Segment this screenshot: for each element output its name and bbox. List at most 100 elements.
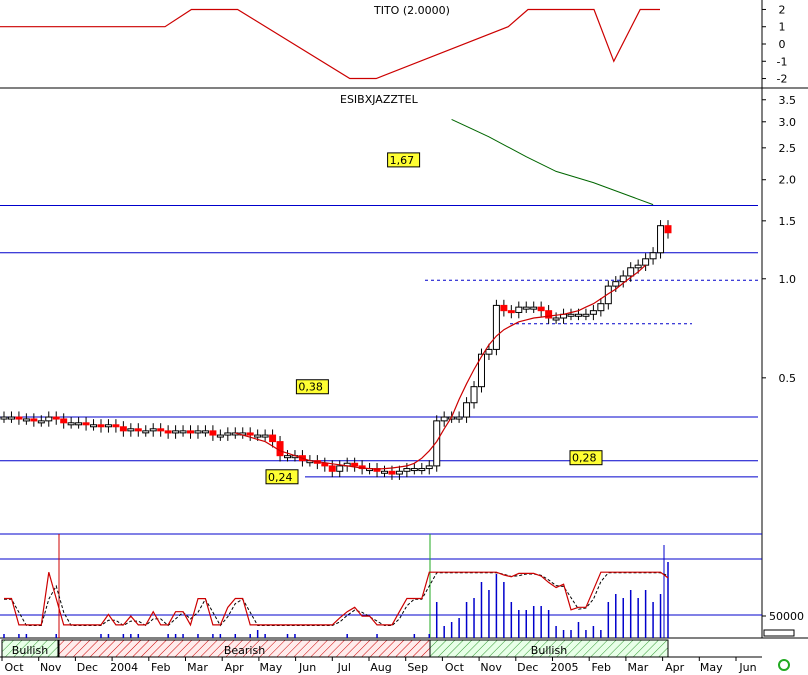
candle <box>410 468 418 472</box>
candle <box>194 430 202 434</box>
month-label: May <box>260 661 283 674</box>
sentiment-strip: Bullish Bearish Bullish <box>1 639 669 658</box>
candle <box>246 432 254 436</box>
month-label: Oct <box>445 661 465 674</box>
month-label: Feb <box>591 661 610 674</box>
candle <box>627 267 635 277</box>
candle <box>418 468 426 472</box>
month-label: Dec <box>517 661 538 674</box>
month-label: Sep <box>407 661 428 674</box>
candle <box>172 430 180 434</box>
candle <box>425 465 433 470</box>
month-label: Dec <box>77 661 98 674</box>
candle <box>254 434 262 438</box>
candle <box>612 281 620 287</box>
candle <box>284 455 292 459</box>
candle <box>157 428 165 432</box>
month-axis: Oct Nov Dec 2004 Feb Mar Apr May Jun Jul Aug Sep Oct… <box>1 657 757 674</box>
tito-pane: TITO (2.0000) 2 1 0 -1 -2 <box>0 3 788 86</box>
candle <box>440 416 448 422</box>
level-label-box <box>265 469 299 485</box>
candle <box>134 428 142 432</box>
level-label: 0,28 <box>569 450 603 466</box>
candle <box>463 402 471 418</box>
level-label-text: 0,38 <box>298 381 323 394</box>
price-tick-label: 3.5 <box>779 94 797 107</box>
month-label: Nov <box>480 661 502 674</box>
tito-tick-label: -1 <box>777 55 788 68</box>
candle <box>388 470 396 475</box>
candle <box>22 418 30 422</box>
price-tick-label: 0.5 <box>779 372 797 385</box>
candle <box>321 462 329 467</box>
candle <box>477 353 485 388</box>
candle <box>97 424 105 428</box>
candle <box>75 422 83 426</box>
sentiment-segment <box>1 639 59 658</box>
sentiment-label: Bearish <box>224 644 265 657</box>
candle <box>380 470 388 474</box>
price-title: ESIBXJAZZTEL <box>340 93 419 106</box>
candle <box>395 470 403 475</box>
candle <box>492 304 500 350</box>
candle <box>604 285 612 305</box>
tito-tick-label: 1 <box>779 21 786 34</box>
candle <box>567 313 575 317</box>
level-label-box <box>387 152 421 168</box>
candle <box>328 465 336 472</box>
candle <box>574 313 582 317</box>
candle <box>0 416 8 420</box>
month-label: Aug <box>370 661 391 674</box>
price-pane: ESIBXJAZZTEL 3.5 3.0 2.5 2.0 1.5 1.0 0.5 1,67 0,3… <box>0 93 797 485</box>
candle <box>216 434 224 438</box>
candle <box>52 416 60 420</box>
tito-tick-label: -2 <box>777 73 788 86</box>
month-label: Mar <box>187 661 208 674</box>
candle <box>552 317 560 321</box>
candle <box>530 306 538 310</box>
candle <box>545 310 553 319</box>
candle <box>142 430 150 434</box>
status-circle-icon <box>778 659 790 671</box>
candle <box>37 420 45 424</box>
candle <box>597 303 605 312</box>
candle <box>619 275 627 283</box>
candle <box>67 422 75 426</box>
candle <box>657 225 665 254</box>
candle <box>164 430 172 434</box>
month-label: Oct <box>4 661 24 674</box>
level-label-box <box>569 450 603 466</box>
price-tick-label: 2.0 <box>779 174 797 187</box>
candle <box>582 313 590 317</box>
candle <box>485 348 493 355</box>
candle <box>455 416 463 420</box>
price-tick-label: 1.0 <box>779 273 797 286</box>
month-label: 2005 <box>551 661 579 674</box>
candle <box>403 468 411 472</box>
candle <box>500 304 508 312</box>
oscillator-line <box>4 571 669 627</box>
candle <box>60 418 68 424</box>
month-label: Jul <box>337 661 351 674</box>
level-label-text: 0,24 <box>268 471 293 484</box>
tito-tick-label: 2 <box>779 3 786 16</box>
osc-tick-label: 50000 <box>769 610 804 623</box>
candle <box>664 225 672 234</box>
candle <box>634 264 642 269</box>
price-tick-label: 3.0 <box>779 116 797 129</box>
candle <box>187 430 195 434</box>
candle <box>507 310 515 314</box>
level-label: 0,24 <box>265 469 299 485</box>
candle <box>104 424 112 428</box>
candle <box>45 416 53 422</box>
sentiment-label: Bullish <box>12 644 48 657</box>
tito-title: TITO (2.0000) <box>373 4 450 17</box>
candle <box>179 430 187 434</box>
candle <box>119 426 127 432</box>
sentiment-label: Bullish <box>531 644 567 657</box>
candle <box>433 420 441 467</box>
price-tick-label: 2.5 <box>779 142 797 155</box>
candle <box>15 416 23 420</box>
